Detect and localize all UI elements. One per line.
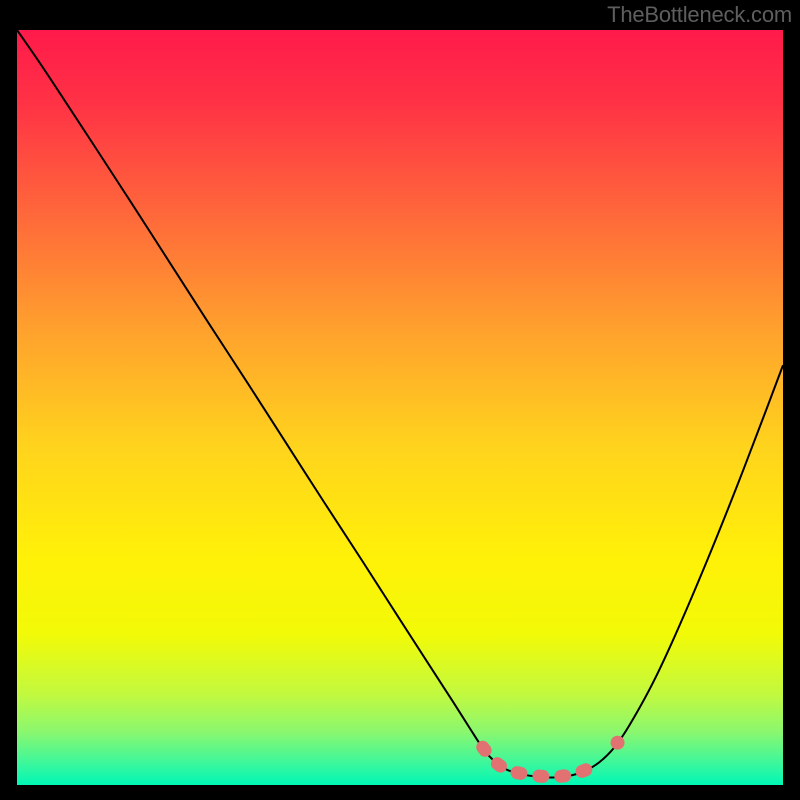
plot-frame [17, 30, 783, 785]
curve-svg [17, 30, 783, 785]
main-curve [17, 30, 783, 777]
valley-dash [483, 747, 599, 776]
chart-stage: TheBottleneck.com [0, 0, 800, 800]
marker-dot [611, 736, 625, 750]
attribution-text: TheBottleneck.com [607, 2, 792, 28]
plot-area [17, 30, 783, 785]
